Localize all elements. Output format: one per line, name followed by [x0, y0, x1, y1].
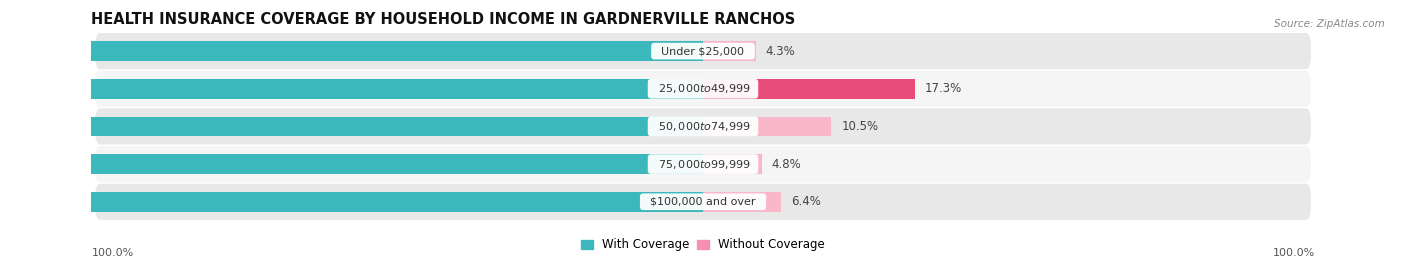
Text: 4.3%: 4.3% — [765, 45, 796, 58]
Bar — [703, 41, 755, 61]
Text: 10.5%: 10.5% — [841, 120, 879, 133]
Text: 4.8%: 4.8% — [772, 158, 801, 171]
Bar — [0, 41, 703, 61]
FancyBboxPatch shape — [96, 146, 1310, 182]
Bar — [0, 192, 703, 211]
FancyBboxPatch shape — [96, 184, 1310, 220]
Text: $100,000 and over: $100,000 and over — [644, 197, 762, 207]
Text: $75,000 to $99,999: $75,000 to $99,999 — [651, 158, 755, 171]
Text: $25,000 to $49,999: $25,000 to $49,999 — [651, 82, 755, 95]
FancyBboxPatch shape — [96, 108, 1310, 144]
Text: 17.3%: 17.3% — [924, 82, 962, 95]
Bar — [0, 154, 703, 174]
Bar — [703, 117, 831, 136]
Text: $50,000 to $74,999: $50,000 to $74,999 — [651, 120, 755, 133]
Text: Under $25,000: Under $25,000 — [655, 46, 751, 56]
Text: HEALTH INSURANCE COVERAGE BY HOUSEHOLD INCOME IN GARDNERVILLE RANCHOS: HEALTH INSURANCE COVERAGE BY HOUSEHOLD I… — [91, 12, 796, 27]
Bar — [703, 79, 915, 98]
FancyBboxPatch shape — [96, 33, 1310, 69]
Legend: With Coverage, Without Coverage: With Coverage, Without Coverage — [576, 234, 830, 256]
Bar — [0, 79, 703, 98]
Text: Source: ZipAtlas.com: Source: ZipAtlas.com — [1274, 19, 1385, 29]
Bar — [703, 192, 782, 211]
Text: 6.4%: 6.4% — [792, 195, 821, 208]
Bar — [703, 154, 762, 174]
Bar — [0, 117, 703, 136]
Text: 100.0%: 100.0% — [91, 248, 134, 258]
FancyBboxPatch shape — [96, 71, 1310, 107]
Text: 100.0%: 100.0% — [1272, 248, 1315, 258]
